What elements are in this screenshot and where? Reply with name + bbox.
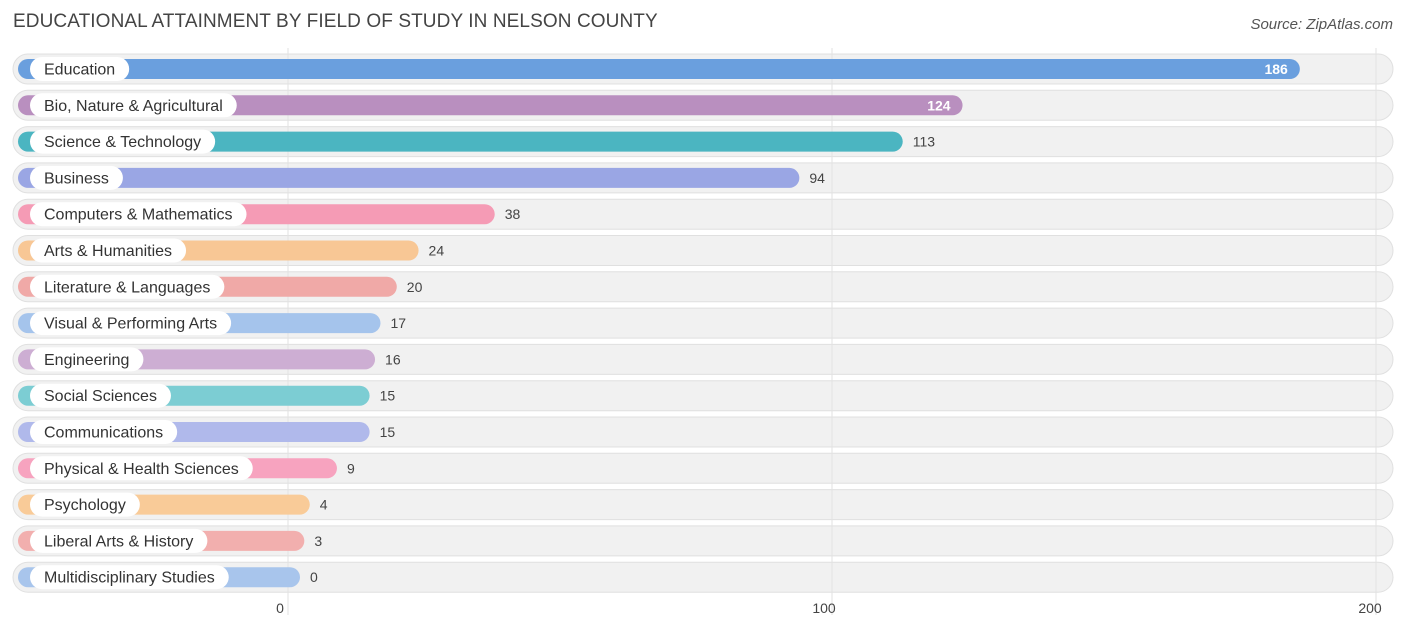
bar-track: [12, 489, 1394, 521]
x-tick-label: 0: [276, 600, 284, 616]
value-label: 4: [320, 497, 328, 513]
value-label: 9: [347, 460, 355, 476]
category-label-pill: [30, 492, 140, 517]
value-label: 24: [429, 243, 445, 259]
category-label-pill: [30, 347, 144, 372]
category-label: Engineering: [44, 352, 129, 369]
category-label: Liberal Arts & History: [44, 533, 193, 550]
value-label: 94: [809, 170, 825, 186]
value-label: 15: [380, 388, 396, 404]
category-label: Multidisciplinary Studies: [44, 570, 215, 587]
category-label-pill: [30, 456, 253, 481]
value-label: 0: [310, 569, 318, 585]
category-label: Computers & Mathematics: [44, 207, 233, 224]
category-label: Social Sciences: [44, 388, 157, 405]
value-label: 20: [407, 279, 423, 295]
category-label-pill: [30, 565, 229, 590]
value-label: 124: [927, 97, 951, 113]
category-label: Education: [44, 62, 115, 79]
x-tick-label: 200: [1358, 600, 1382, 616]
category-label-pill: [30, 165, 123, 190]
category-label: Literature & Languages: [44, 279, 210, 296]
bar: [18, 131, 903, 152]
category-label-pill: [30, 57, 130, 81]
category-label: Business: [44, 170, 109, 187]
category-label: Visual & Performing Arts: [44, 316, 217, 333]
x-tick-label: 100: [812, 600, 836, 616]
value-label: 186: [1264, 61, 1288, 77]
value-label: 113: [913, 134, 936, 150]
category-label: Bio, Nature & Agricultural: [44, 98, 223, 115]
category-label-pill: [30, 311, 232, 336]
bars: Education 186 Bio, Nature & Agricultural 12…: [18, 57, 1300, 590]
bar-track: [12, 561, 1394, 593]
category-label-pill: [30, 129, 216, 154]
category-label: Psychology: [44, 497, 126, 514]
value-label: 3: [314, 533, 322, 549]
bar: [18, 95, 963, 116]
value-label: 17: [390, 315, 406, 331]
category-label-pill: [30, 528, 208, 553]
bar-track: [12, 452, 1394, 484]
bar-track: [12, 525, 1394, 557]
bar: [18, 59, 1300, 79]
category-label: Communications: [44, 425, 163, 442]
value-label: 16: [385, 351, 401, 367]
category-label-pill: [30, 238, 187, 263]
category-label-pill: [30, 420, 178, 444]
category-label-pill: [30, 93, 237, 118]
category-label: Science & Technology: [44, 134, 201, 151]
value-label: 38: [505, 206, 521, 222]
category-label: Arts & Humanities: [44, 243, 172, 260]
chart-title: EDUCATIONAL ATTAINMENT BY FIELD OF STUDY…: [13, 11, 658, 32]
chart-source: Source: ZipAtlas.com: [1250, 16, 1393, 33]
bar: [18, 167, 800, 188]
value-label: 15: [380, 424, 396, 440]
category-label-pill: [30, 202, 247, 227]
category-label: Physical & Health Sciences: [44, 461, 239, 478]
category-label-pill: [30, 274, 225, 299]
category-label-pill: [30, 383, 171, 408]
